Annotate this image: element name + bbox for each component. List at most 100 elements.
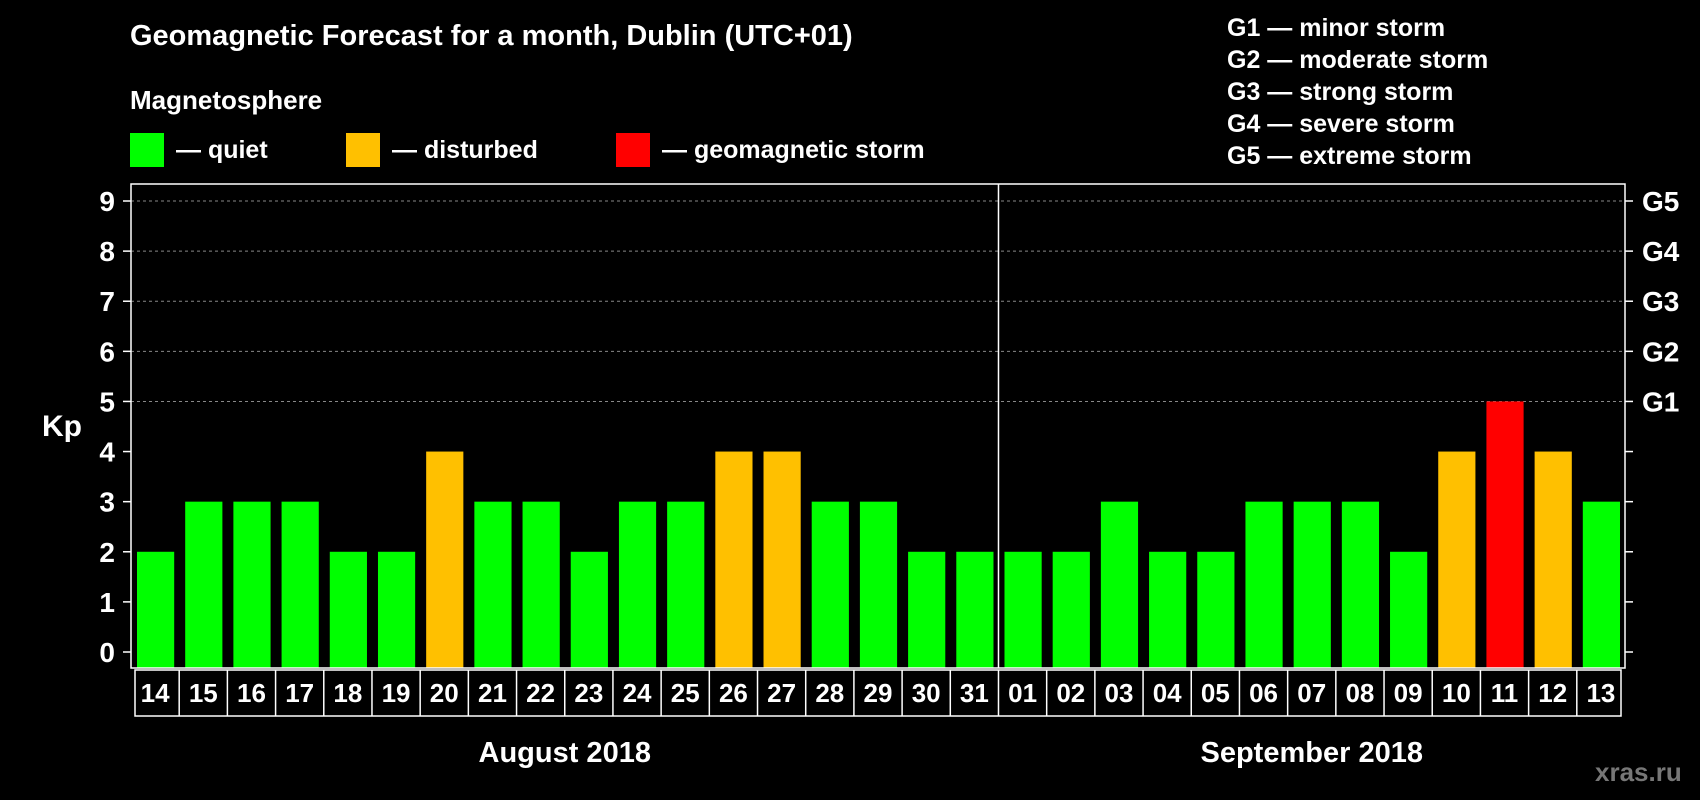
legend-swatch-quiet (130, 133, 164, 167)
y-tick-label-9: 9 (99, 186, 115, 217)
legend-swatch-storm (616, 133, 650, 167)
bar-day-21 (474, 501, 512, 668)
bar-day-24 (618, 501, 657, 668)
storm-scale-g2: G2 — moderate storm (1227, 46, 1489, 74)
bar-day-31 (956, 551, 994, 668)
month-label-september: September 2018 (1200, 737, 1423, 769)
bar-day-17 (281, 501, 319, 668)
x-tick-label-03: 03 (1105, 678, 1134, 708)
bar-day-23 (570, 551, 608, 668)
x-tick-label-04: 04 (1153, 678, 1182, 708)
bar-day-29 (859, 501, 898, 668)
bar-day-05 (1197, 551, 1235, 668)
y-tick-label-6: 6 (99, 336, 115, 367)
bar-day-04 (1149, 551, 1187, 668)
bar-day-19 (377, 551, 416, 668)
bar-day-22 (522, 501, 560, 668)
bar-day-14 (137, 551, 175, 668)
right-axis-label-g2: G2 (1642, 336, 1679, 367)
x-tick-label-08: 08 (1345, 678, 1374, 708)
bar-day-09 (1390, 551, 1428, 668)
x-tick-label-13: 13 (1586, 678, 1615, 708)
y-tick-label-4: 4 (99, 437, 115, 468)
x-tick-label-24: 24 (623, 678, 652, 708)
x-tick-label-31: 31 (960, 678, 989, 708)
bar-day-18 (329, 551, 367, 668)
bar-day-20 (426, 451, 464, 668)
y-tick-label-2: 2 (99, 537, 115, 568)
x-tick-label-01: 01 (1008, 678, 1037, 708)
storm-scale-g4: G4 — severe storm (1227, 110, 1455, 138)
x-tick-label-07: 07 (1297, 678, 1326, 708)
x-tick-label-06: 06 (1249, 678, 1278, 708)
legend-label-storm: — geomagnetic storm (662, 135, 925, 164)
x-tick-label-11: 11 (1491, 678, 1519, 708)
x-tick-label-27: 27 (767, 678, 796, 708)
y-axis-label: Kp (42, 410, 82, 443)
storm-scale-g5: G5 — extreme storm (1227, 142, 1472, 170)
bar-day-11 (1486, 401, 1524, 668)
x-tick-label-19: 19 (382, 678, 411, 708)
legend-item-disturbed: — disturbed (346, 133, 538, 167)
x-tick-label-02: 02 (1056, 678, 1085, 708)
bar-day-06 (1245, 501, 1283, 668)
storm-scale-g1: G1 — minor storm (1227, 14, 1446, 42)
legend-swatch-disturbed (346, 133, 380, 167)
y-tick-label-5: 5 (99, 386, 115, 417)
bar-day-27 (763, 451, 801, 668)
bar-day-25 (667, 501, 705, 668)
x-tick-label-30: 30 (912, 678, 941, 708)
watermark: xras.ru (1595, 757, 1682, 787)
y-tick-label-3: 3 (99, 487, 115, 518)
x-tick-label-26: 26 (719, 678, 748, 708)
x-tick-label-28: 28 (815, 678, 844, 708)
x-tick-label-29: 29 (864, 678, 893, 708)
right-axis-label-g5: G5 (1642, 186, 1679, 217)
bar-day-02 (1052, 551, 1090, 668)
x-tick-label-17: 17 (285, 678, 314, 708)
bar-day-08 (1341, 501, 1380, 668)
bar-day-28 (811, 501, 849, 668)
storm-scale-legend: G1 — minor storm G2 — moderate storm G3 … (1227, 12, 1488, 172)
bar-day-13 (1582, 501, 1620, 668)
x-tick-label-05: 05 (1201, 678, 1230, 708)
bar-day-01 (1004, 551, 1042, 668)
legend-heading: Magnetosphere (130, 85, 323, 115)
bar-day-07 (1293, 501, 1331, 668)
bar-day-16 (233, 501, 271, 668)
x-tick-label-10: 10 (1442, 678, 1471, 708)
storm-scale-g3: G3 — strong storm (1227, 78, 1454, 106)
legend-label-disturbed: — disturbed (392, 135, 538, 164)
bar-day-15 (185, 501, 223, 668)
x-tick-label-09: 09 (1394, 678, 1423, 708)
x-tick-label-18: 18 (333, 678, 362, 708)
x-tick-label-21: 21 (478, 678, 507, 708)
x-tick-label-20: 20 (430, 678, 459, 708)
x-tick-label-23: 23 (574, 678, 603, 708)
bar-day-30 (908, 551, 946, 668)
y-tick-label-8: 8 (99, 236, 115, 267)
bar-day-12 (1534, 451, 1572, 668)
x-tick-label-16: 16 (237, 678, 266, 708)
x-tick-label-25: 25 (671, 678, 700, 708)
plot-frame (130, 183, 1626, 669)
y-tick-label-7: 7 (99, 286, 115, 317)
legend-item-storm: — geomagnetic storm (616, 133, 925, 167)
y-tick-label-0: 0 (99, 637, 115, 668)
day-label-row (134, 669, 1622, 717)
y-tick-label-1: 1 (99, 587, 115, 618)
chart-title: Geomagnetic Forecast for a month, Dublin… (130, 20, 853, 52)
month-label-august: August 2018 (478, 737, 651, 769)
right-axis-label-g3: G3 (1642, 286, 1679, 317)
bar-day-26 (715, 451, 753, 668)
bar-day-03 (1100, 501, 1139, 668)
bar-day-10 (1438, 451, 1476, 668)
right-axis-label-g1: G1 (1642, 386, 1679, 417)
x-tick-label-22: 22 (526, 678, 555, 708)
x-tick-label-15: 15 (189, 678, 218, 708)
x-tick-label-14: 14 (141, 678, 170, 708)
legend-label-quiet: — quiet (176, 135, 268, 164)
x-tick-label-12: 12 (1538, 678, 1567, 708)
legend-item-quiet: — quiet (130, 133, 268, 167)
